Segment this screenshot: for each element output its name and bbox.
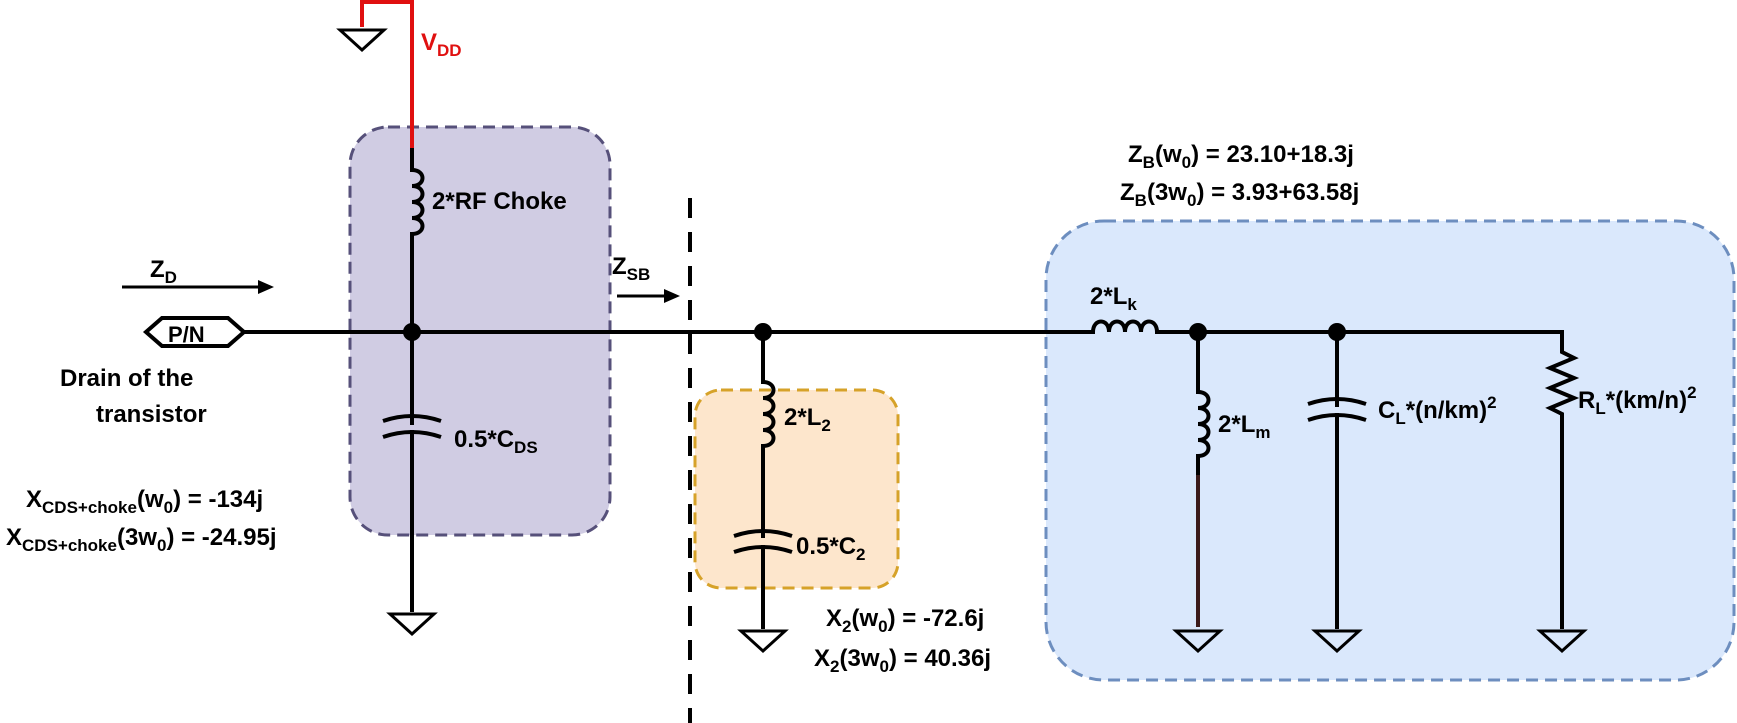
cl-branch: CL*(n/km)2: [1307, 323, 1497, 654]
vdd-label: V: [421, 29, 437, 56]
svg-text:2*Lm: 2*Lm: [1218, 411, 1270, 442]
zsb-arrow: ZSB: [612, 253, 680, 303]
svg-text:2*Lk: 2*Lk: [1090, 283, 1137, 314]
junction-dot-icon: [1189, 323, 1207, 341]
zd-arrow: ZD: [122, 256, 274, 294]
ground-icon: [1311, 629, 1363, 654]
lk-inductor: 2*Lk: [1090, 283, 1159, 333]
svg-text:ZSB: ZSB: [612, 253, 650, 284]
x2-w0-label: X2(w0) = -72.6j: [826, 605, 984, 636]
ground-icon: [737, 629, 789, 654]
drain-label-line2: transistor: [96, 401, 207, 428]
inductor-icon: [1197, 390, 1211, 458]
svg-text:0.5*CDS: 0.5*CDS: [454, 426, 538, 457]
svg-text:CL*(n/km)2: CL*(n/km)2: [1378, 393, 1497, 428]
vdd-supply: VDD: [336, 0, 462, 150]
ground-icon: [386, 612, 438, 637]
svg-text:RL*(km/n)2: RL*(km/n)2: [1578, 383, 1697, 418]
zsb-label: Z: [612, 253, 627, 280]
rf-choke-branch: 2*RF Choke 0.5*CDS: [382, 148, 567, 637]
arrow-icon: [258, 280, 274, 294]
inductor-icon: [762, 380, 776, 448]
arrow-icon: [664, 289, 680, 303]
svg-text:VDD: VDD: [421, 29, 462, 60]
rf-choke-label: 2*RF Choke: [432, 188, 567, 215]
trap-branch: 2*L2 0.5*C2: [733, 323, 866, 654]
second-harmonic-trap-box: [693, 388, 900, 590]
lm-branch: 2*Lm: [1172, 323, 1270, 654]
lm-label: 2*L: [1218, 411, 1255, 438]
rl-branch: RL*(km/n)2: [1536, 330, 1697, 654]
ground-icon: [1172, 629, 1224, 654]
port-icon: P/N: [142, 316, 248, 348]
cds-label: 0.5*C: [454, 426, 514, 453]
junction-dot-icon: [754, 323, 772, 341]
junction-dot-icon: [1328, 323, 1346, 341]
rl-label: R: [1578, 387, 1595, 414]
balun-load-box: [1044, 219, 1736, 682]
ground-icon: [1536, 629, 1588, 654]
zb-w0-label: ZB(w0) = 23.10+18.3j: [1128, 141, 1354, 172]
port-label: P/N: [168, 322, 205, 347]
junction-dot-icon: [403, 323, 421, 341]
x-cds-3w0-label: XCDS+choke(3w0) = -24.95j: [6, 524, 277, 555]
svg-text:2*L2: 2*L2: [784, 404, 831, 435]
zb-3w0-label: ZB(3w0) = 3.93+63.58j: [1120, 179, 1359, 210]
svg-text:ZD: ZD: [150, 256, 177, 287]
c2-label: 0.5*C: [796, 533, 856, 560]
lk-label: 2*L: [1090, 283, 1127, 310]
inductor-icon: [411, 168, 425, 236]
drain-label-line1: Drain of the: [60, 365, 193, 392]
x-cds-w0-label: XCDS+choke(w0) = -134j: [26, 486, 263, 517]
inductor-icon: [1091, 319, 1159, 333]
vdd-label-sub: DD: [437, 41, 462, 60]
ground-icon: [336, 28, 388, 53]
l2-label: 2*L: [784, 404, 821, 431]
svg-text:0.5*C2: 0.5*C2: [796, 533, 866, 564]
zd-label: Z: [150, 256, 165, 283]
x2-3w0-label: X2(3w0) = 40.36j: [814, 645, 991, 676]
cl-label: C: [1378, 397, 1395, 424]
resistor-icon: [1544, 345, 1580, 418]
